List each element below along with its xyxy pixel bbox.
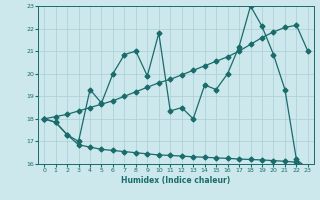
- X-axis label: Humidex (Indice chaleur): Humidex (Indice chaleur): [121, 176, 231, 185]
